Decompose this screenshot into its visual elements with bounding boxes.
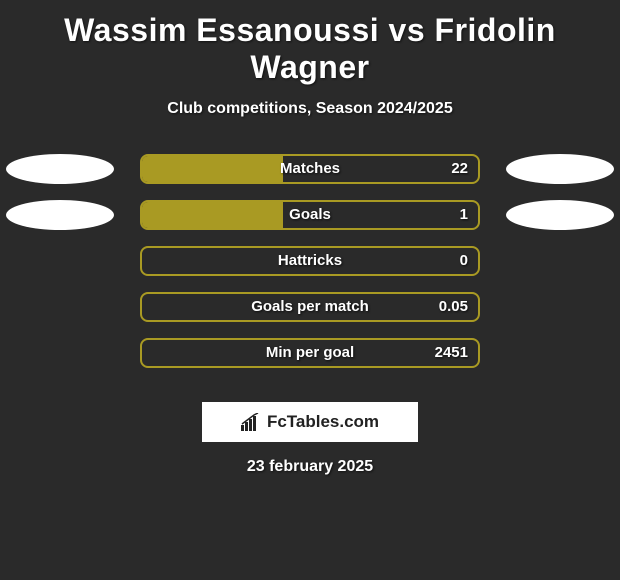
stat-bar: Hattricks0 bbox=[140, 246, 480, 276]
stats-container: Matches22 Goals1 Hattricks0 Goals per match… bbox=[0, 154, 620, 384]
stat-row: Goals1 bbox=[0, 200, 620, 246]
stat-row: Matches22 bbox=[0, 154, 620, 200]
player-right-placeholder bbox=[506, 200, 614, 230]
stat-bar: Goals per match0.05 bbox=[140, 292, 480, 322]
stat-bar: Min per goal2451 bbox=[140, 338, 480, 368]
stat-value-right: 0 bbox=[460, 252, 468, 269]
footer-date: 23 february 2025 bbox=[0, 458, 620, 476]
stat-bar: Goals1 bbox=[140, 200, 480, 230]
stat-value-right: 1 bbox=[460, 206, 468, 223]
stat-row: Goals per match0.05 bbox=[0, 292, 620, 338]
stat-value-right: 2451 bbox=[435, 344, 468, 361]
player-left-placeholder bbox=[6, 200, 114, 230]
brand-badge: FcTables.com bbox=[202, 402, 418, 442]
stat-label: Goals per match bbox=[142, 298, 478, 315]
stat-value-right: 22 bbox=[451, 160, 468, 177]
bar-chart-icon bbox=[241, 413, 261, 431]
stat-label: Hattricks bbox=[142, 252, 478, 269]
stat-bar-fill bbox=[142, 202, 283, 228]
stat-label: Min per goal bbox=[142, 344, 478, 361]
stat-bar-fill bbox=[142, 156, 283, 182]
stat-row: Min per goal2451 bbox=[0, 338, 620, 384]
stat-value-right: 0.05 bbox=[439, 298, 468, 315]
subtitle: Club competitions, Season 2024/2025 bbox=[0, 100, 620, 118]
page-title: Wassim Essanoussi vs Fridolin Wagner bbox=[0, 0, 620, 86]
player-left-placeholder bbox=[6, 154, 114, 184]
stat-row: Hattricks0 bbox=[0, 246, 620, 292]
stat-bar: Matches22 bbox=[140, 154, 480, 184]
brand-label: FcTables.com bbox=[267, 412, 379, 432]
player-right-placeholder bbox=[506, 154, 614, 184]
